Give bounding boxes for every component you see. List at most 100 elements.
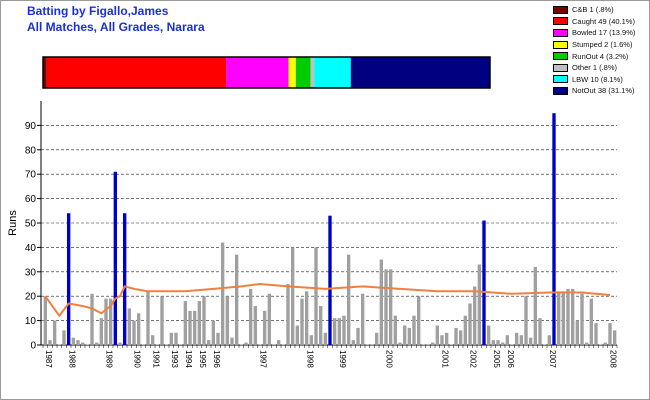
innings-bar (351, 340, 356, 345)
innings-bar (379, 259, 384, 345)
x-tick-label: 1987 (44, 350, 53, 368)
y-tick-label: 70 (25, 170, 37, 181)
legend-item: Stumped 2 (1.6%) (553, 39, 647, 51)
legend-label: C&B 1 (.8%) (572, 5, 614, 15)
innings-bar (85, 344, 90, 345)
legend-swatch (553, 40, 568, 49)
innings-bar (393, 315, 398, 345)
innings-bar (211, 320, 216, 345)
legend-swatch (553, 5, 568, 14)
innings-bar (612, 330, 617, 345)
x-tick-label: 2002 (469, 350, 478, 368)
legend-label: NotOut 38 (31.1%) (572, 86, 635, 96)
innings-bar (402, 325, 407, 345)
x-tick-label: 1996 (212, 350, 221, 368)
innings-bar (136, 313, 141, 345)
innings-bar (94, 342, 99, 345)
innings-bar (580, 293, 584, 345)
legend-item: LBW 10 (8.1%) (553, 74, 647, 86)
innings-bar (164, 344, 169, 345)
dismissal-bar-border (42, 56, 491, 89)
x-tick-label: 1998 (305, 350, 314, 368)
innings-bar (146, 291, 150, 345)
innings-bar (178, 344, 183, 345)
dismissal-segment-stumped (288, 57, 296, 88)
innings-bar (421, 344, 426, 345)
y-tick-label: 30 (25, 267, 37, 278)
innings-bar (584, 342, 589, 345)
innings-bar (127, 308, 132, 345)
innings-bar (183, 301, 188, 345)
innings-bar (337, 318, 342, 345)
innings-bar (477, 264, 482, 345)
innings-bar (598, 344, 603, 345)
innings-bar (230, 337, 234, 345)
innings-bar (365, 344, 370, 345)
innings-bar (412, 315, 416, 345)
innings-bar (398, 342, 402, 345)
innings-bar (342, 315, 346, 345)
innings-bar (80, 342, 85, 345)
dismissal-segment-cb (43, 57, 47, 88)
innings-bar (561, 291, 566, 345)
x-tick-label: 2006 (506, 350, 515, 368)
innings-bar (314, 247, 318, 345)
innings-bar (295, 325, 300, 345)
innings-bar (603, 342, 608, 345)
innings-bar (272, 344, 276, 345)
innings-bar (505, 335, 510, 345)
innings-bar (519, 335, 524, 345)
chart-title-line-1: Batting by Figallo,James (27, 4, 169, 18)
dismissal-segment-caught (46, 57, 227, 88)
x-tick-label: 1994 (184, 350, 193, 368)
innings-bar (542, 344, 547, 345)
y-tick-label: 60 (25, 194, 37, 205)
innings-bar (169, 332, 174, 345)
innings-bar (547, 335, 552, 345)
chart-title-line-2: All Matches, All Grades, Narara (27, 20, 205, 34)
y-tick-label: 90 (25, 121, 37, 132)
legend-label: RunOut 4 (3.2%) (572, 51, 629, 61)
innings-bar (202, 296, 206, 345)
innings-bar (267, 293, 272, 345)
legend-swatch (553, 17, 568, 26)
innings-bar (407, 327, 412, 345)
innings-bar (118, 342, 122, 345)
legend-label: LBW 10 (8.1%) (572, 74, 623, 84)
innings-bar (514, 332, 519, 345)
dismissal-segment-runout (295, 57, 311, 88)
y-tick-label: 40 (25, 243, 37, 254)
y-tick-label: 50 (25, 219, 37, 230)
innings-bar (262, 310, 267, 345)
innings-bar (99, 318, 104, 345)
legend-item: Bowled 17 (13.9%) (553, 27, 647, 39)
innings-bar (430, 342, 435, 345)
innings-bar (444, 332, 449, 345)
legend-swatch (553, 86, 568, 95)
innings-bar (566, 288, 570, 345)
running-average-line (44, 282, 611, 318)
innings-bar (239, 344, 244, 345)
y-tick-label: 0 (30, 341, 36, 352)
innings-bar (220, 242, 225, 345)
innings-bar (150, 335, 155, 345)
innings-bar (234, 254, 239, 345)
innings-bar (374, 332, 379, 345)
legend-label: Stumped 2 (1.6%) (572, 40, 633, 50)
innings-bar (104, 298, 108, 345)
legend-item: NotOut 38 (31.1%) (553, 85, 647, 97)
legend-item: C&B 1 (.8%) (553, 4, 647, 16)
x-tick-label: 2007 (548, 350, 557, 368)
innings-bar (160, 296, 164, 345)
innings-bar (496, 340, 500, 345)
x-tick-label: 1993 (170, 350, 179, 368)
innings-bar (589, 298, 594, 345)
innings-bar (290, 247, 295, 345)
innings-bar (206, 340, 211, 345)
innings-bar (108, 298, 113, 345)
innings-bar (384, 269, 388, 345)
innings-bar (468, 303, 472, 345)
legend-label: Caught 49 (40.1%) (572, 16, 635, 26)
